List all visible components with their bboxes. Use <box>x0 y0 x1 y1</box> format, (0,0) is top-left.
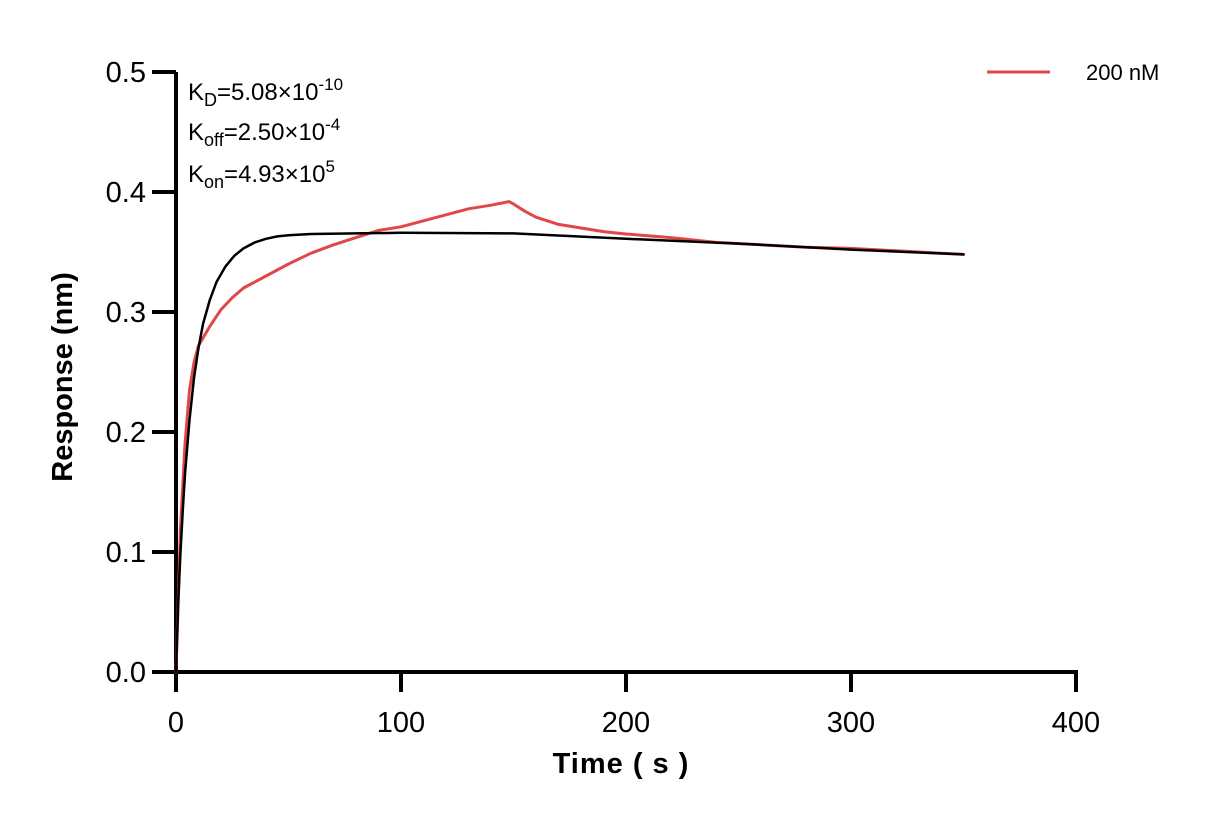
kinetic-constants: KD=5.08×10-10 Koff=2.50×10-4 Kon=4.93×10… <box>188 75 343 192</box>
koff-annotation: Koff=2.50×10-4 <box>188 115 340 150</box>
y-tick-label: 0.5 <box>106 57 146 89</box>
x-tick-label: 400 <box>1052 707 1100 739</box>
legend-label-200nm: 200 nM <box>1086 60 1159 85</box>
y-axis-title: Response (nm) <box>47 272 79 481</box>
x-tick-label: 100 <box>377 707 425 739</box>
y-tick-label: 0.0 <box>106 657 146 689</box>
kd-annotation: KD=5.08×10-10 <box>188 75 343 110</box>
series-layer <box>174 200 965 674</box>
x-tick-label: 300 <box>827 707 875 739</box>
series-line-200nm <box>174 200 965 674</box>
legend: 200 nM <box>987 60 1159 85</box>
series-line-fit <box>174 231 965 674</box>
y-tick-label: 0.1 <box>106 537 146 569</box>
axes: 0.0 0.1 0.2 0.3 0.4 0.5 0 100 200 300 400 <box>106 57 1101 739</box>
kon-annotation: Kon=4.93×105 <box>188 157 335 192</box>
y-tick-label: 0.4 <box>106 177 146 209</box>
x-axis-title: Time ( s ) <box>553 748 690 780</box>
x-tick-label: 200 <box>602 707 650 739</box>
y-tick-label: 0.3 <box>106 297 146 329</box>
y-tick-label: 0.2 <box>106 417 146 449</box>
plot-area: 0.0 0.1 0.2 0.3 0.4 0.5 0 100 200 300 400 <box>106 57 1101 739</box>
x-tick-label: 0 <box>168 707 184 739</box>
